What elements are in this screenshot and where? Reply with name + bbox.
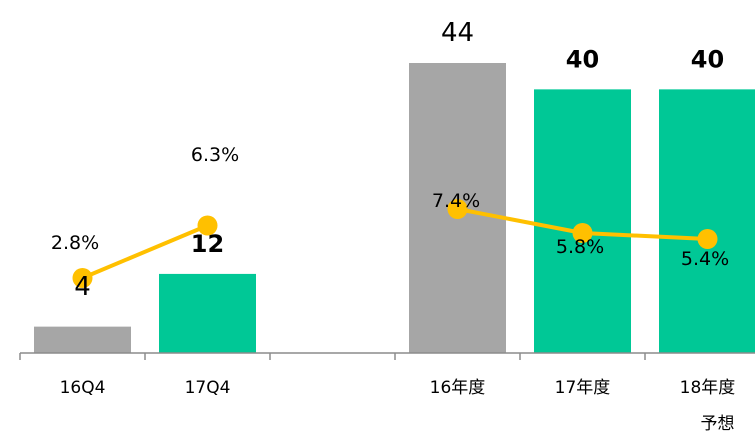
rate-point-1-0 [447, 199, 468, 219]
x-tick-label-3: 16年度 [430, 378, 486, 398]
rate-point-0-0 [72, 268, 93, 288]
rate-label-0-1: 6.3% [191, 144, 239, 166]
x-tick-label-1: 17Q4 [185, 378, 231, 398]
bar-4 [534, 89, 631, 353]
rate-label-1-2: 5.4% [681, 248, 729, 270]
rate-label-1-1: 5.8% [556, 236, 604, 258]
rate-label-1-0: 7.4% [432, 190, 480, 212]
x-tick-label-4: 17年度 [555, 378, 611, 398]
bar-value-label-5: 40 [691, 45, 724, 73]
rate-line-0 [81, 223, 209, 280]
bar-0 [34, 326, 131, 353]
bar-value-label-3: 44 [441, 18, 474, 48]
bar-value-label-1: 12 [191, 230, 224, 258]
bar-1 [159, 273, 256, 353]
rate-point-0-1 [197, 215, 218, 236]
bar-5 [659, 89, 755, 353]
rate-point-1-1 [572, 223, 593, 243]
rate-point-1-2 [697, 229, 718, 249]
x-tick-label-5: 18年度 [680, 378, 736, 398]
x-tick-label-0: 16Q4 [60, 378, 106, 398]
bar-value-label-0: 4 [74, 272, 91, 302]
bar-value-label-4: 40 [566, 45, 599, 73]
x-tick-sublabel-5: 予想 [701, 414, 735, 434]
rate-label-0-0: 2.8% [51, 232, 99, 254]
